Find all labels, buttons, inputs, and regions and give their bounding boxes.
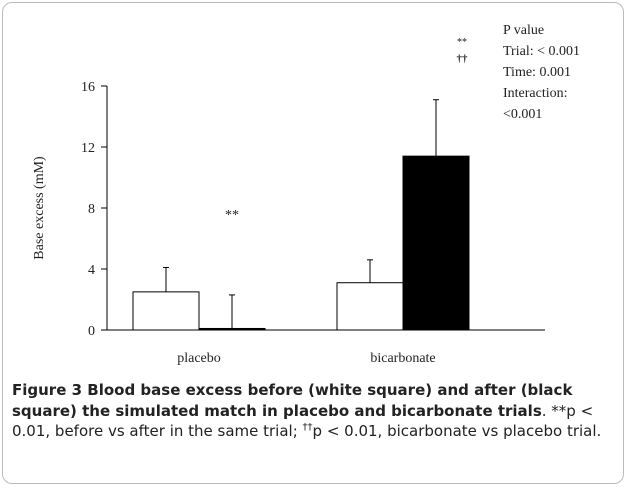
y-tick-label: 16: [81, 80, 95, 95]
y-tick-label: 0: [88, 324, 95, 339]
annotation: ††: [457, 53, 469, 65]
p-value-text: Interaction:: [503, 86, 568, 101]
chart: Base excess (mM) ** ** †† 0 4 8 12 16 placebo…: [32, 23, 580, 366]
y-tick-label: 4: [88, 263, 95, 278]
y-axis-label: Base excess (mM): [32, 156, 47, 260]
caption-title: Figure 3 Blood base excess before (white…: [12, 381, 573, 420]
bar: [336, 282, 404, 331]
caption: Figure 3 Blood base excess before (white…: [12, 380, 617, 442]
bar: [198, 327, 266, 331]
caption-text: p < 0.01, bicarbonate vs placebo trial.: [312, 422, 602, 440]
p-value-text: Trial: < 0.001: [503, 44, 580, 59]
x-tick-label: bicarbonate: [370, 351, 435, 366]
bar: [402, 155, 470, 331]
y-tick-label: 12: [81, 141, 95, 156]
bar: [132, 291, 200, 331]
annotation: **: [457, 37, 467, 48]
frame: [2, 2, 624, 484]
y-tick-label: 8: [88, 202, 95, 217]
caption-text: . **p < 0.01, before vs after in the sam…: [12, 401, 594, 441]
x-tick-label: placebo: [177, 351, 221, 366]
p-value-text: P value: [503, 23, 544, 38]
annotation: **: [225, 208, 239, 223]
p-value-text: <0.001: [503, 107, 542, 122]
caption-sup: ††: [302, 422, 313, 433]
p-value-text: Time: 0.001: [503, 65, 571, 80]
